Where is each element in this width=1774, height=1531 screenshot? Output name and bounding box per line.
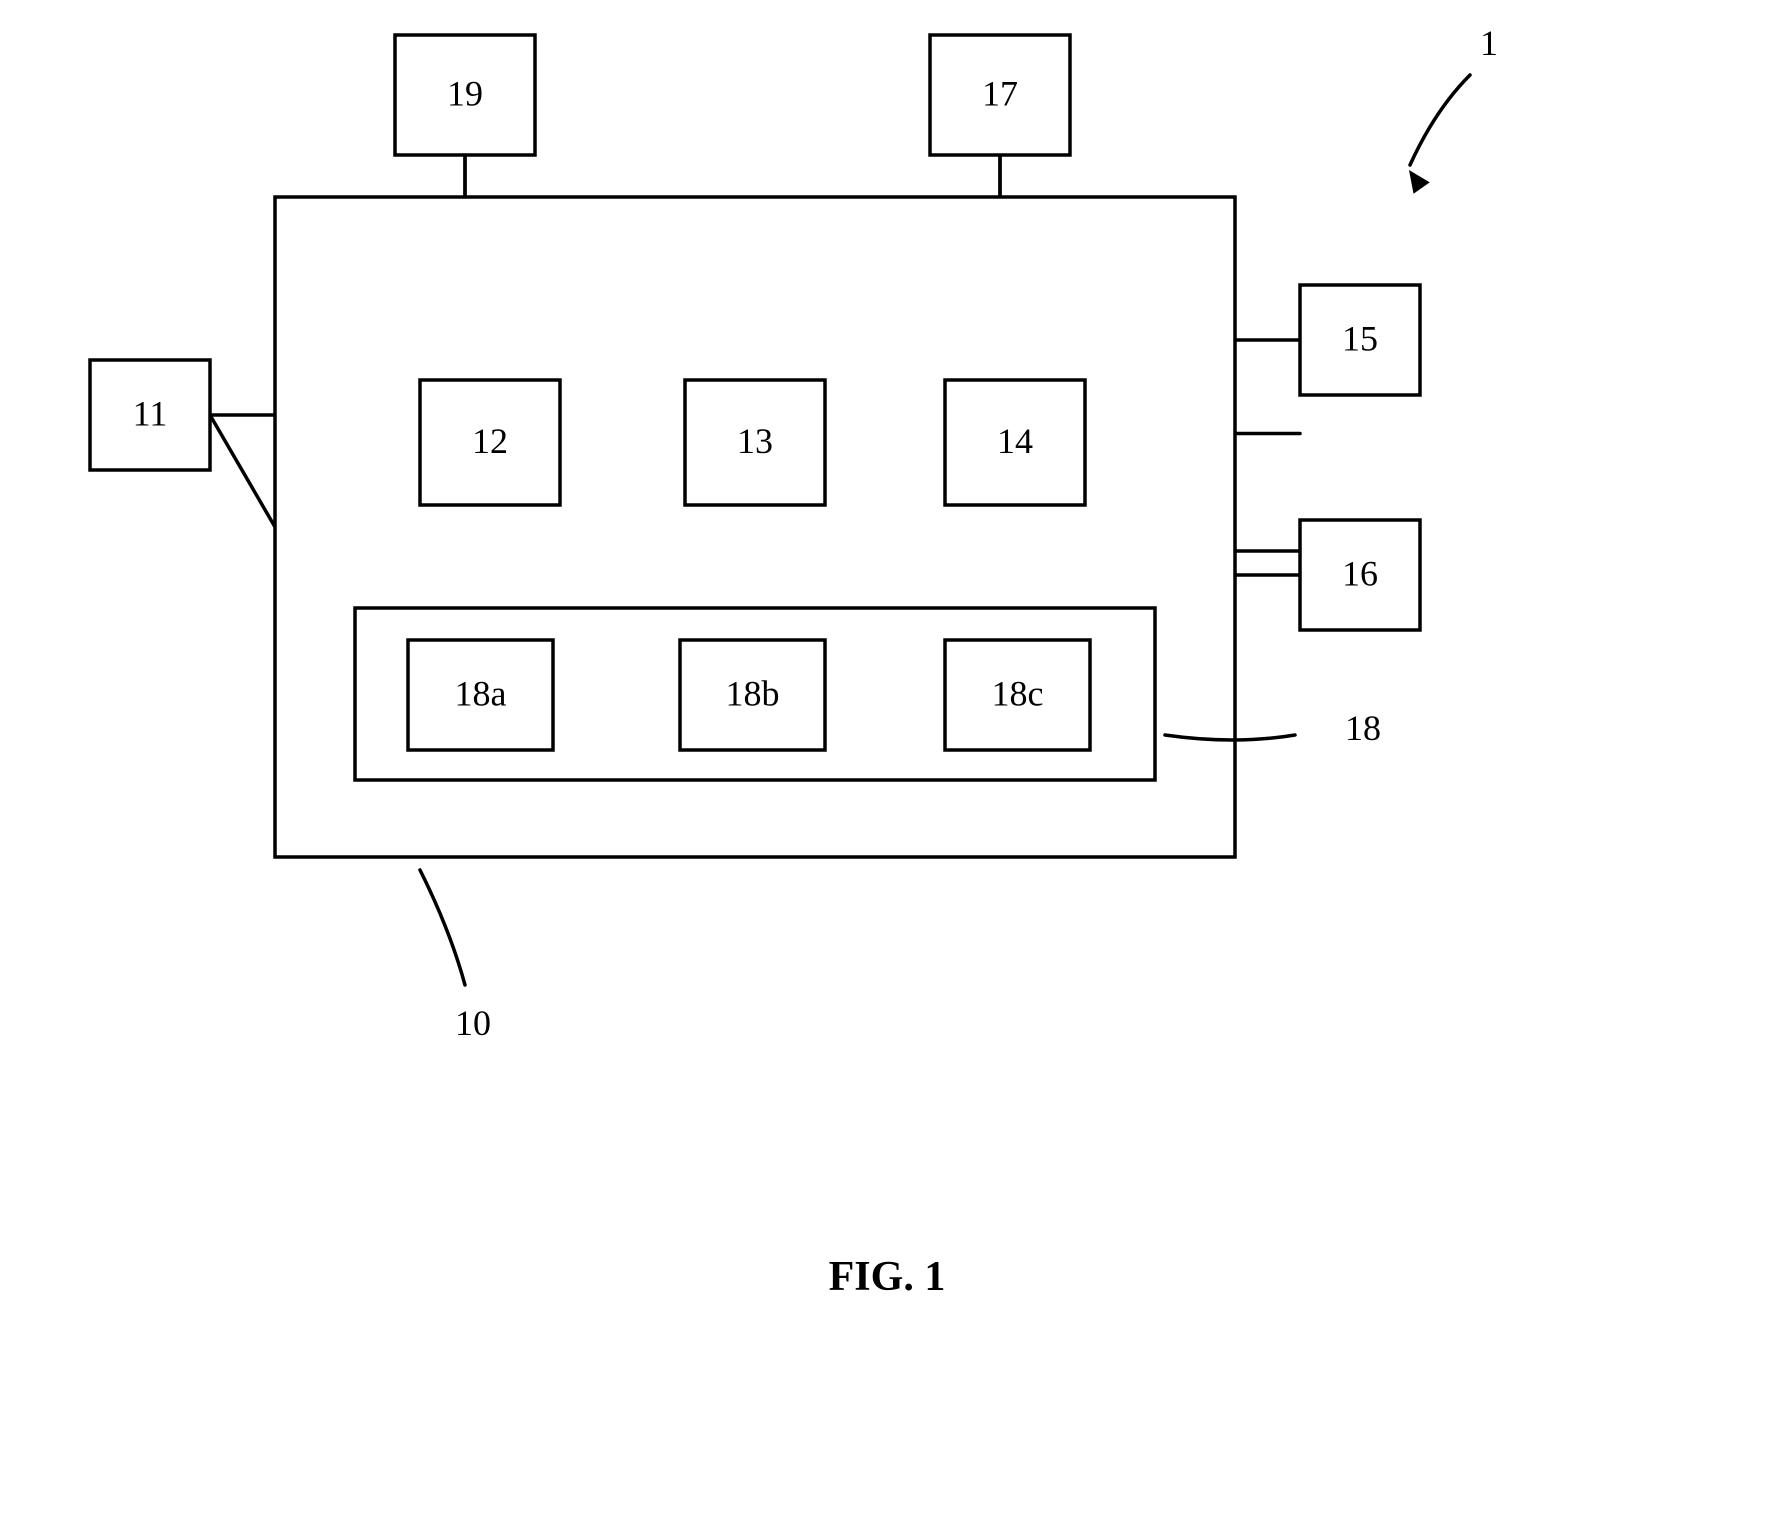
box-label-b18c: 18c <box>992 673 1044 713</box>
box-label-b18b: 18b <box>726 673 780 713</box>
box-label-b12: 12 <box>472 421 508 461</box>
box-label-b15: 15 <box>1342 318 1378 358</box>
leader-label-l18: 18 <box>1345 708 1381 748</box>
box-label-b19: 19 <box>447 73 483 113</box>
box-label-b18a: 18a <box>455 673 507 713</box>
box-label-b16: 16 <box>1342 553 1378 593</box>
box-label-b14: 14 <box>997 421 1033 461</box>
leader-label-l10: 10 <box>455 1003 491 1043</box>
box-label-b17: 17 <box>982 73 1018 113</box>
figure-caption: FIG. 1 <box>829 1254 946 1300</box>
diagram-container: 11 12 13 14 15 16 17 19 18a 18b 18c 1 10 18 FIG. 1 <box>0 0 1774 1531</box>
leader-label-l1: 1 <box>1480 23 1498 63</box>
block-diagram-svg: 11 12 13 14 15 16 17 19 18a 18b 18c 1 10 18 FIG. 1 <box>0 0 1774 1531</box>
box-label-b11: 11 <box>133 393 168 433</box>
box-label-b13: 13 <box>737 421 773 461</box>
